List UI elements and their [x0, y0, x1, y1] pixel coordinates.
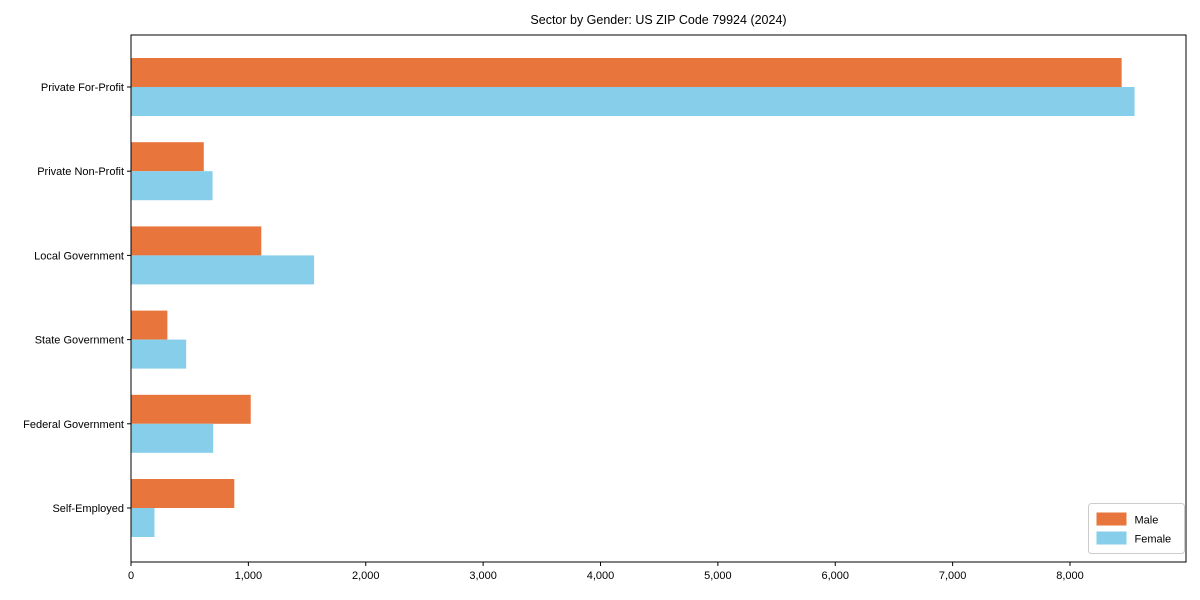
- bar-female-self-employed: [131, 508, 155, 537]
- bar-male-local-government: [131, 226, 262, 256]
- x-tick-label: 0: [128, 570, 134, 582]
- bar-male-self-employed: [131, 479, 235, 508]
- y-tick-label: State Government: [35, 335, 124, 347]
- x-tick-label: 1,000: [235, 570, 263, 582]
- x-tick-label: 5,000: [704, 570, 732, 582]
- x-tick-label: 2,000: [352, 570, 380, 582]
- legend-label-female: Female: [1135, 534, 1172, 546]
- bar-male-federal-government: [131, 394, 251, 424]
- legend-swatch-male: [1096, 512, 1127, 526]
- y-tick-label: Self-Employed: [52, 503, 124, 515]
- bar-male-private-non-profit: [131, 142, 204, 172]
- bar-female-local-government: [131, 255, 315, 285]
- bar-female-private-for-profit: [131, 87, 1135, 116]
- bar-male-private-for-profit: [131, 58, 1122, 87]
- legend-box: [1088, 503, 1185, 554]
- plot-frame: [130, 34, 1187, 563]
- x-tick-label: 7,000: [939, 570, 967, 582]
- chart-title: Sector by Gender: US ZIP Code 79924 (202…: [530, 13, 787, 27]
- legend-label-male: Male: [1135, 515, 1159, 527]
- y-tick-label: Private For-Profit: [41, 82, 124, 94]
- y-tick-label: Federal Government: [23, 419, 124, 431]
- bar-female-federal-government: [131, 423, 214, 453]
- x-tick-label: 8,000: [1056, 570, 1084, 582]
- bar-female-private-non-profit: [131, 171, 213, 201]
- y-tick-label: Private Non-Profit: [37, 166, 124, 178]
- y-tick-label: Local Government: [34, 250, 124, 262]
- bar-female-state-government: [131, 339, 187, 369]
- x-tick-label: 6,000: [821, 570, 849, 582]
- x-tick-label: 4,000: [587, 570, 615, 582]
- legend-swatch-female: [1096, 531, 1127, 545]
- bar-male-state-government: [131, 310, 168, 340]
- x-tick-label: 3,000: [469, 570, 497, 582]
